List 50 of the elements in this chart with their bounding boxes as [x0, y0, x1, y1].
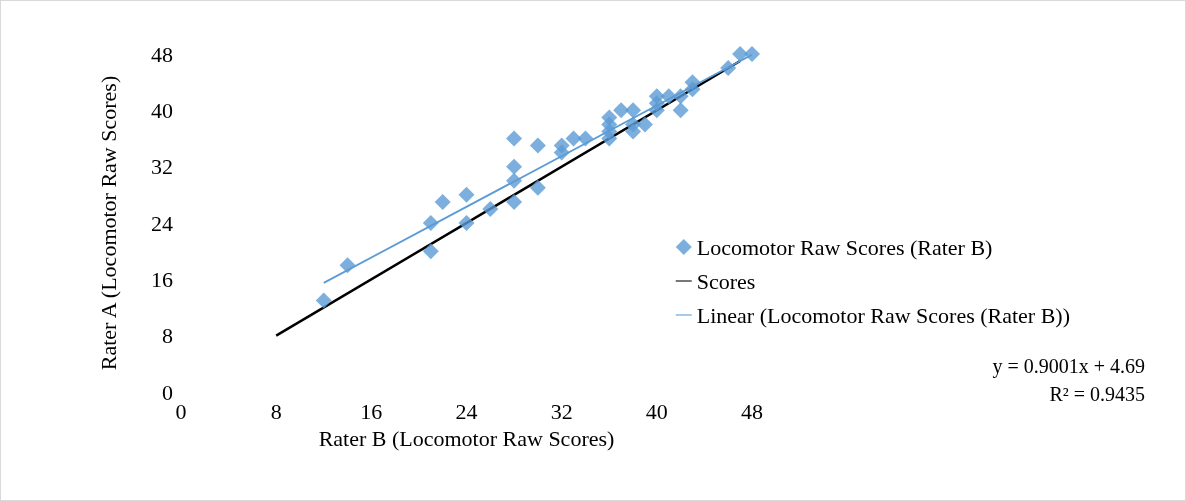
point	[625, 123, 642, 140]
y-tick-label: 48	[151, 41, 173, 67]
point	[506, 130, 523, 147]
point	[744, 46, 760, 62]
y-tick-label: 24	[151, 210, 173, 236]
point	[315, 292, 332, 309]
x-tick-label: 24	[455, 398, 478, 424]
x-tick-label: 32	[550, 398, 573, 424]
point	[339, 257, 356, 274]
legend-label: Scores	[696, 268, 756, 294]
point	[529, 137, 546, 154]
x-tick-label: 16	[360, 398, 383, 424]
point	[506, 172, 523, 189]
point	[434, 193, 451, 210]
point	[458, 186, 475, 203]
point	[422, 243, 439, 260]
y-tick-label: 16	[151, 266, 173, 292]
y-tick-label: 8	[162, 323, 173, 349]
x-tick-label: 48	[741, 398, 763, 424]
y-tick-label: 0	[162, 379, 173, 405]
text: y = 0.9001x + 4.69	[992, 355, 1145, 378]
point	[601, 130, 618, 147]
legend-label: Linear (Locomotor Raw Scores (Rater B))	[696, 302, 1071, 328]
point	[482, 200, 499, 217]
point	[732, 46, 749, 62]
point	[625, 102, 642, 119]
point	[684, 81, 701, 98]
point	[672, 88, 689, 105]
point	[720, 60, 737, 77]
x-tick-label: 8	[270, 398, 282, 424]
x-axis-title: Rater B (Locomotor Raw Scores)	[318, 425, 615, 451]
point	[422, 215, 439, 231]
point	[648, 102, 665, 119]
legend-label: Locomotor Raw Scores (Rater B)	[696, 234, 993, 260]
y-tick-label: 40	[151, 97, 173, 123]
point	[529, 179, 546, 196]
point	[506, 158, 523, 175]
point	[553, 144, 570, 161]
y-axis-title: Rater A (Locomotor Raw Scores)	[95, 75, 121, 371]
point	[565, 130, 582, 147]
point	[636, 116, 653, 133]
point	[458, 215, 475, 231]
point	[613, 102, 630, 119]
point	[506, 193, 523, 210]
y-tick-label: 32	[151, 154, 173, 180]
point	[660, 88, 677, 105]
point	[672, 102, 689, 119]
x-tick-label: 40	[645, 398, 668, 424]
text: R² = 0.9435	[1049, 383, 1145, 405]
point	[577, 130, 594, 147]
